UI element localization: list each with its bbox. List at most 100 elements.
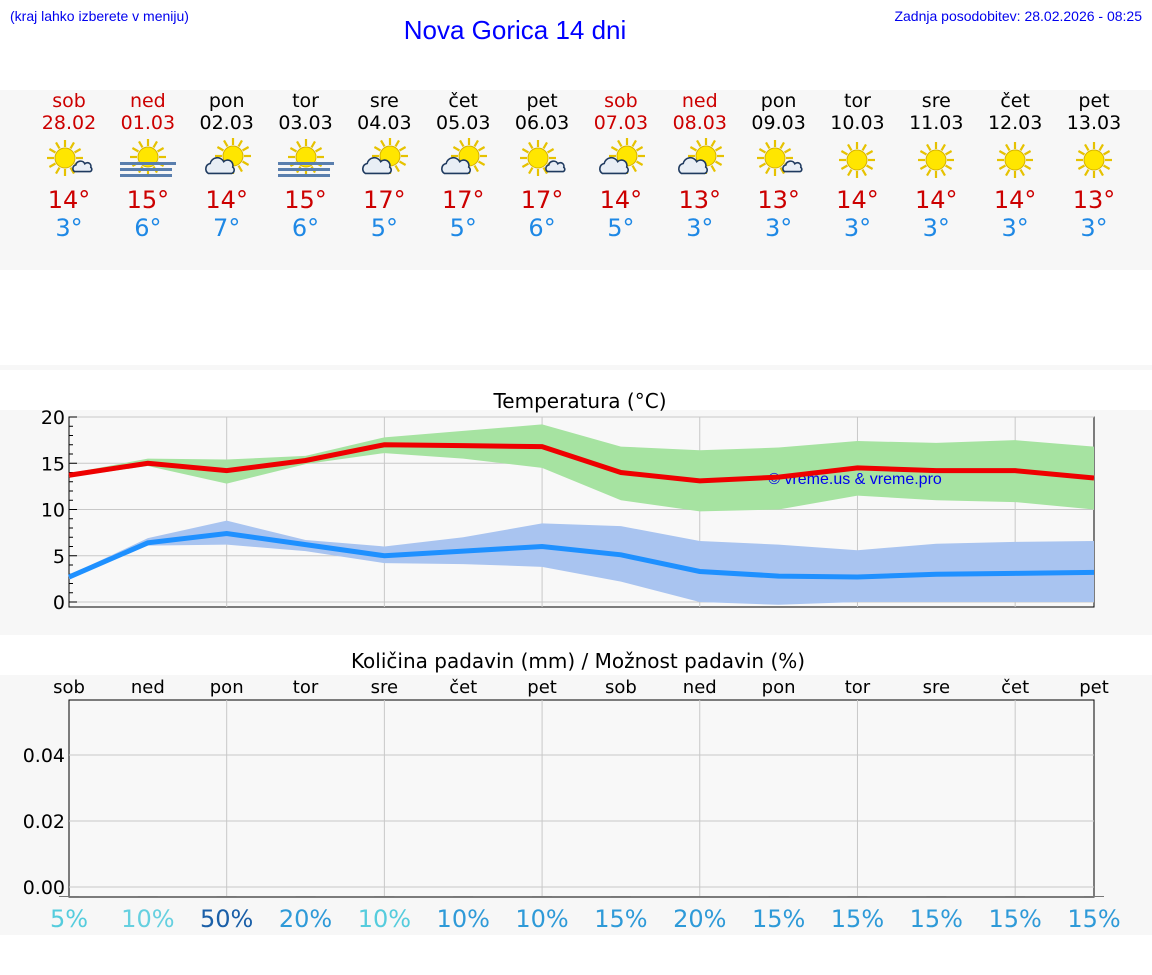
- precipitation-day-label: ned: [683, 677, 717, 698]
- sun-ray: [779, 166, 785, 175]
- max-temp: 14°: [47, 186, 91, 214]
- sun-ray: [137, 140, 144, 149]
- min-temp: 3°: [843, 214, 872, 242]
- fog-line: [119, 162, 176, 165]
- sun-ray: [862, 168, 868, 177]
- sun-ray: [399, 146, 407, 152]
- sun-ray: [152, 140, 158, 149]
- day-date: 07.03: [593, 112, 649, 134]
- sun-ray: [945, 164, 953, 170]
- sun-ray: [926, 168, 932, 177]
- sun-ray: [216, 146, 224, 152]
- day-date: 28.02: [41, 112, 97, 134]
- sun-ray: [374, 146, 382, 152]
- max-temp: 13°: [1072, 186, 1116, 214]
- sun-ray: [295, 140, 301, 149]
- precipitation-probability: 10%: [121, 905, 174, 933]
- max-temp: 14°: [599, 186, 643, 214]
- sun-disc: [925, 149, 947, 171]
- sun-with-fog-icon: [119, 139, 176, 177]
- fog-line: [277, 162, 334, 165]
- day-date: 03.03: [278, 112, 333, 134]
- sun-ray: [866, 150, 874, 156]
- last-update: Zadnja posodobitev: 28.02.2026 - 08:25: [894, 8, 1142, 24]
- precipitation-probability: 10%: [437, 905, 490, 933]
- min-temp: 6°: [528, 214, 556, 242]
- forecast-day: ned 01.03 15° 6°: [103, 90, 193, 242]
- precipitation-bar: [847, 896, 868, 897]
- temperature-tick-label: 15: [41, 453, 65, 475]
- day-date: 02.03: [199, 112, 254, 134]
- sun-ray: [862, 143, 868, 152]
- precipitation-bar: [610, 896, 631, 897]
- sun-with-fog-icon: [277, 139, 334, 177]
- sun-ray: [926, 143, 932, 152]
- precipitation-day-label: ned: [131, 677, 165, 698]
- sun-ray: [310, 140, 316, 149]
- sun-ray: [542, 141, 549, 150]
- sun-ray: [1024, 164, 1032, 170]
- sun-ray: [689, 146, 697, 152]
- day-name: ned: [129, 90, 166, 112]
- precipitation-probability: 10%: [515, 905, 568, 933]
- sun-ray: [1084, 168, 1090, 177]
- cloud-shape: [441, 156, 472, 175]
- sun-ray: [1098, 143, 1104, 152]
- precipitation-day-label: sob: [605, 677, 637, 698]
- min-temp: 3°: [764, 214, 793, 242]
- precipitation-tick-label: 0.00: [23, 877, 65, 899]
- max-temp: 17°: [520, 186, 564, 214]
- sun-ray: [764, 141, 771, 150]
- precipitation-probability: 15%: [831, 905, 884, 933]
- precipitation-probability: 15%: [988, 905, 1041, 933]
- sun-ray: [610, 146, 618, 152]
- max-temp: 17°: [441, 186, 485, 214]
- precipitation-day-label: sre: [371, 677, 398, 698]
- sun-disc: [54, 147, 76, 169]
- sun-ray: [945, 150, 953, 156]
- precipitation-day-label: čet: [1001, 677, 1029, 698]
- sun-ray: [758, 148, 766, 154]
- max-temp-line: [68, 442, 1095, 484]
- day-name: pon: [760, 90, 797, 112]
- max-temp-range-band: [69, 424, 1094, 512]
- temperature-tick-label: 20: [41, 407, 65, 429]
- min-temp: 5°: [607, 214, 635, 242]
- sun-ray: [289, 147, 297, 153]
- sun-behind-cloud-icon: [362, 138, 409, 175]
- precipitation-day-label: tor: [293, 677, 319, 698]
- sun-ray: [1077, 164, 1086, 170]
- forecast-day: pet 13.03 13° 3°: [1049, 90, 1139, 242]
- cloud-glyph: [598, 156, 629, 175]
- cloud-shape: [362, 156, 393, 175]
- min-temp-line: [68, 531, 1095, 580]
- sun-ray: [940, 168, 947, 177]
- sun-ray: [1005, 168, 1011, 177]
- sun-ray: [920, 150, 928, 156]
- fog-line: [277, 174, 330, 177]
- temperature-tick-label: 10: [41, 500, 65, 522]
- sun-ray: [547, 148, 555, 154]
- sun-ray: [764, 166, 771, 175]
- sun-ray: [1024, 150, 1032, 156]
- precipitation-bar: [137, 896, 158, 897]
- day-name: pet: [1078, 90, 1110, 112]
- sun-behind-cloud-icon: [598, 138, 645, 175]
- sun-glyph: [1076, 142, 1112, 178]
- sun-ray: [999, 164, 1007, 170]
- sun-ray: [521, 148, 530, 154]
- precipitation-bar: [1084, 896, 1104, 897]
- sun-ray: [635, 146, 644, 152]
- sun-behind-cloud-icon: [441, 138, 488, 175]
- sun-ray: [635, 160, 644, 166]
- sun-ray: [710, 164, 716, 173]
- precipitation-day-label: pon: [210, 677, 244, 698]
- day-date: 09.03: [751, 112, 806, 134]
- sun-ray: [631, 164, 637, 173]
- sun-ray: [48, 162, 57, 168]
- precipitation-probability: 15%: [594, 905, 647, 933]
- forecast-day: tor 10.03 14° 3°: [812, 90, 902, 242]
- min-temp: 3°: [1080, 214, 1108, 242]
- sun-ray: [847, 143, 853, 152]
- day-date: 05.03: [436, 112, 491, 134]
